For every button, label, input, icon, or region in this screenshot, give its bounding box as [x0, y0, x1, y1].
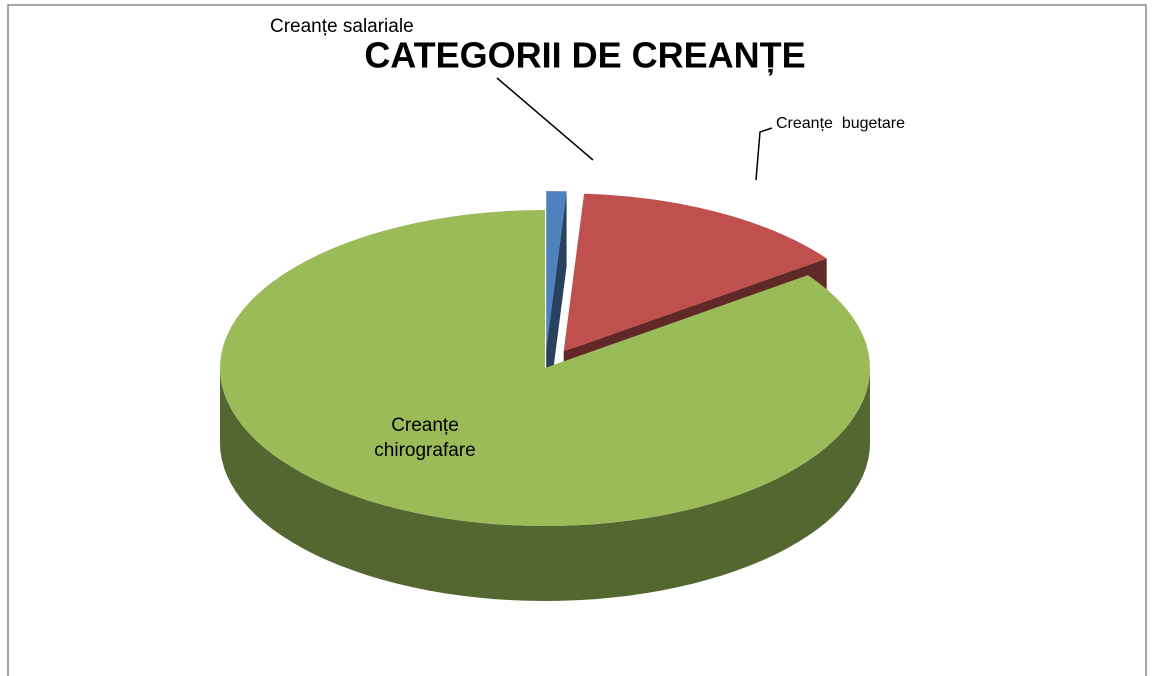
leader-line	[755, 127, 773, 181]
slice	[546, 191, 567, 349]
leader-line	[496, 77, 594, 161]
data-label: Creanțe bugetare	[776, 115, 905, 132]
data-label: Creanțe salariale	[270, 16, 414, 37]
pie	[220, 191, 870, 601]
slice	[563, 193, 827, 352]
data-label: Creanțe chirografare	[374, 415, 476, 461]
frame	[7, 4, 1147, 676]
slice	[220, 210, 870, 526]
slice-side	[220, 368, 870, 601]
chart-title: CATEGORII DE CREANȚE	[364, 35, 805, 76]
